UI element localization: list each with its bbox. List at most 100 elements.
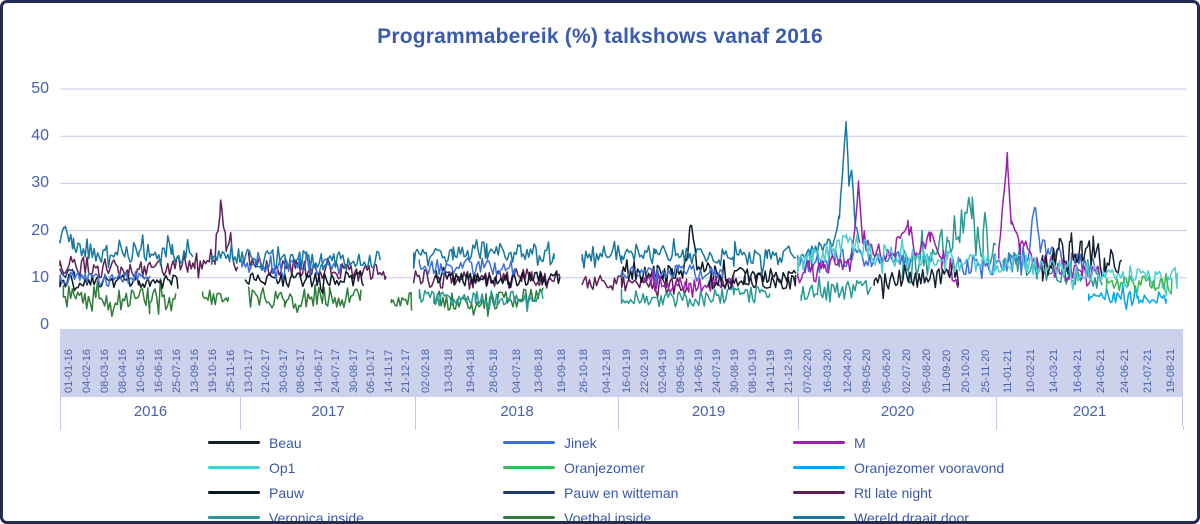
year-tick [415,426,416,430]
y-tick-label: 20 [31,221,49,239]
year-tick [996,426,997,430]
year-tick [240,426,241,430]
year-tick [60,426,61,430]
x-tick-label: 21-02-17 [260,348,273,393]
legend-label: Voetbal inside [564,509,652,524]
x-tick-label: 13-08-18 [533,348,546,393]
legend-swatch [503,441,555,444]
legend-swatch [503,516,555,519]
series-line-pauw-en-witteman [59,268,76,279]
x-tick-label: 02-07-20 [900,348,913,393]
x-tick-label: 21-12-19 [783,348,795,393]
x-tick-label: 19-09-18 [555,348,568,393]
year-label-2016: 2016 [60,397,240,426]
x-tick-label: 13-01-17 [242,348,255,393]
legend-swatch [793,516,845,519]
x-tick-label: 08-04-16 [117,348,129,393]
series-line-jinek [418,257,516,276]
x-tick-label: 14-11-19 [765,349,777,393]
chart-title: Programmabereik (%) talkshows vanaf 2016 [377,25,823,48]
x-tick-label: 16-06-16 [153,348,165,393]
legend-swatch [208,466,260,469]
legend-label: M [854,434,866,451]
series-line-voetbal-inside [390,291,413,311]
x-tick-label: 09-05-20 [861,348,874,393]
x-tick-label: 05-08-20 [920,348,933,393]
legend-label: Rtl late night [854,484,932,501]
legend-item-jinek: Jinek [503,430,597,455]
y-tick-label: 50 [31,80,49,97]
x-tick-label: 13-09-16 [189,348,201,393]
x-tick-label: 12-04-20 [841,348,854,393]
x-tick-label: 19-08-21 [1165,348,1178,393]
x-tick-label: 14-06-17 [312,348,325,393]
x-tick-label: 25-11-16 [225,349,237,393]
year-label-2019: 2019 [618,397,798,426]
series-line-oranjezomer-vooravond [1087,284,1167,311]
series-line-pauw [620,224,797,289]
legend-swatch [793,466,845,469]
series-line-veronica-inside [418,288,544,313]
x-tick-label: 16-03-20 [821,348,834,393]
legend-label: Pauw en witteman [564,484,679,501]
year-label-2018: 2018 [415,397,618,426]
x-tick-label: 02-02-18 [420,348,433,393]
x-tick-label: 13-03-18 [442,348,455,393]
x-tick-label: 22-02-19 [639,348,651,393]
series-line-beau [708,273,797,290]
legend-item-wereld-draait-door: Wereld draait door [793,505,969,524]
series-line-m [998,151,1100,287]
series-line-wereld-draait-door [800,121,861,260]
legend-label: Wereld draait door [854,509,969,524]
series-line-veronica-inside [901,196,997,285]
series-line-jinek [620,264,724,286]
y-tick-label: 10 [31,268,49,286]
series-line-voetbal-inside [201,289,230,306]
legend-label: Pauw [269,484,305,501]
series-line-beau [873,259,960,300]
x-tick-label: 30-03-17 [277,348,290,393]
x-tick-label: 05-06-20 [881,348,894,393]
series-line-jinek [957,206,1100,280]
year-label-2021: 2021 [996,397,1183,426]
x-tick-label: 16-04-21 [1071,348,1084,393]
year-tick [798,426,799,430]
x-tick-label: 04-07-18 [510,348,523,393]
series-line-op1 [797,233,1179,297]
x-tick-label: 19-04-18 [465,348,478,393]
year-tick [1183,426,1184,430]
legend-label: Beau [269,434,302,451]
x-tick-label: 24-06-21 [1118,348,1131,393]
legend-item-oranjezomer: Oranjezomer [503,455,645,480]
x-tick-label: 24-07-17 [330,348,343,393]
series-line-veronica-inside [620,284,771,308]
x-tick-label: 14-06-19 [693,348,705,393]
x-tick-label: 25-07-16 [171,348,183,393]
legend-item-oranjezomer-vooravond: Oranjezomer vooravond [793,455,1004,480]
x-tick-label: 16-01-19 [621,348,633,393]
legend-item-veronica-inside: Veronica inside [208,505,364,524]
x-tick-label: 25-11-20 [980,349,993,393]
x-tick-label: 06-10-17 [365,348,378,393]
legend-item-pauw: Pauw [208,480,304,505]
series-line-pauw [435,266,561,288]
legend-label: Veronica inside [269,509,364,524]
x-tick-label: 21-07-21 [1141,348,1154,393]
series-line-wereld-draait-door [59,225,194,269]
x-tick-label: 11-09-20 [940,349,953,393]
series-line-oranjezomer [1105,272,1173,295]
series-line-wereld-draait-door [581,238,797,276]
series-line-m [797,180,960,289]
y-tick-label: 0 [40,316,49,333]
x-tick-label: 08-03-16 [99,348,111,393]
x-tick-label: 04-02-16 [81,348,93,393]
legend: Beau Jinek M Op1 Oranjezomer Oranjezomer voor… [3,427,1197,524]
x-tick-label: 07-02-20 [801,348,814,393]
x-tick-label: 08-05-17 [295,348,308,393]
legend-swatch [208,516,260,519]
x-tick-label: 10-05-16 [135,348,147,393]
legend-swatch [503,466,555,469]
x-tick-label: 24-05-21 [1095,348,1108,393]
x-tick-label: 10-02-21 [1025,348,1038,393]
